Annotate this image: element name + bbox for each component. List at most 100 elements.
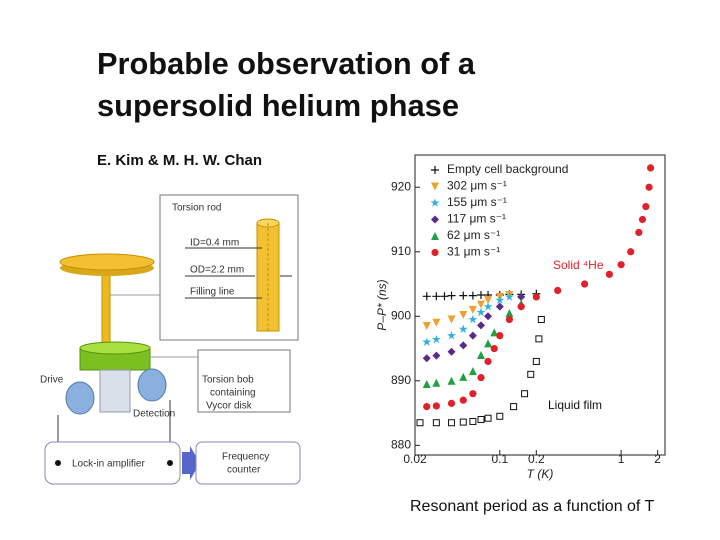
point <box>447 291 456 300</box>
point <box>422 321 431 330</box>
y-axis-label: P–P* (ns) <box>375 279 389 330</box>
point <box>468 367 477 376</box>
legend-marker <box>431 182 439 191</box>
point <box>635 228 643 237</box>
y-tick-label: 890 <box>391 373 411 387</box>
point <box>537 316 545 324</box>
label: Detection <box>133 409 175 420</box>
point <box>432 419 440 427</box>
arrow <box>182 446 200 480</box>
legend-marker <box>431 215 439 224</box>
legend-label: 62 μm s⁻¹ <box>447 228 500 242</box>
point <box>642 203 650 211</box>
point <box>496 332 504 340</box>
point <box>440 292 449 301</box>
label: OD=2.2 mm <box>190 265 244 276</box>
label: containing <box>210 388 256 399</box>
point <box>638 215 647 224</box>
point <box>505 309 514 318</box>
legend-label: 155 μm s⁻¹ <box>447 195 507 209</box>
label: counter <box>227 465 261 476</box>
point <box>477 416 485 424</box>
legend-label: 302 μm s⁻¹ <box>447 179 507 193</box>
plot-frame <box>414 154 666 456</box>
x-axis-label: T (K) <box>527 467 554 481</box>
legend-label: Empty cell background <box>447 162 568 176</box>
point <box>496 412 504 420</box>
point <box>554 286 562 295</box>
drive-electrode <box>65 381 95 415</box>
chart: 880 890 900 910 920 0.02 0.1 0.2 1 2 T (K) P–P* (ns… <box>375 154 666 481</box>
point <box>459 291 468 300</box>
legend-label: 31 μm s⁻¹ <box>447 245 500 259</box>
detect-electrode <box>137 368 167 402</box>
point <box>477 291 486 299</box>
point <box>484 312 493 321</box>
caption: Resonant period as a function of T <box>410 498 655 515</box>
point <box>477 300 486 309</box>
point <box>617 261 625 269</box>
y-tick-label: 900 <box>391 308 411 322</box>
point <box>422 292 431 301</box>
point <box>527 370 535 378</box>
point <box>484 414 492 422</box>
point <box>447 330 457 340</box>
point <box>422 380 431 389</box>
lock-in-box <box>44 441 181 485</box>
point <box>423 403 431 411</box>
legend-label: 117 μm s⁻¹ <box>447 212 506 226</box>
point <box>484 339 493 348</box>
y-tick-label: 880 <box>391 437 411 451</box>
disk <box>59 253 155 271</box>
rod <box>101 267 111 347</box>
point <box>484 296 493 305</box>
annotation: Solid ⁴He <box>553 258 604 272</box>
point <box>627 248 635 256</box>
point <box>432 318 441 327</box>
point <box>477 321 486 330</box>
point <box>448 419 456 427</box>
point <box>505 315 514 324</box>
label: Drive <box>40 375 64 386</box>
point <box>532 357 540 365</box>
point <box>459 341 468 350</box>
point <box>468 291 477 300</box>
y-tick-label: 910 <box>391 244 411 258</box>
point <box>459 311 468 319</box>
label: Torsion rod <box>172 203 221 214</box>
bob-box <box>197 349 291 413</box>
point <box>468 314 478 324</box>
point <box>490 328 499 337</box>
point <box>458 324 468 334</box>
bob-top <box>79 341 151 355</box>
point <box>532 293 540 301</box>
label: Lock-in amplifier <box>72 459 145 470</box>
label: Frequency <box>222 452 269 463</box>
legend-marker <box>431 166 439 174</box>
point <box>521 390 529 398</box>
point <box>483 301 493 311</box>
node <box>55 460 61 466</box>
point <box>495 302 504 311</box>
title-line: supersolid helium phase <box>97 88 459 123</box>
x-tick-label: 2 <box>654 452 661 466</box>
point <box>647 164 655 172</box>
point <box>476 307 486 317</box>
point <box>468 305 477 314</box>
label: Vycor disk <box>206 401 253 412</box>
x-tick-label: 0.2 <box>528 452 545 466</box>
point <box>535 335 543 343</box>
point <box>517 292 526 301</box>
node <box>167 460 173 466</box>
point <box>510 403 518 411</box>
point <box>477 351 486 359</box>
point <box>432 351 441 360</box>
point <box>447 347 456 356</box>
x-tick-label: 0.1 <box>491 452 508 466</box>
point <box>517 303 525 311</box>
point <box>416 419 424 427</box>
label: Torsion bob <box>202 375 254 386</box>
vane <box>99 369 131 413</box>
point <box>468 331 477 340</box>
